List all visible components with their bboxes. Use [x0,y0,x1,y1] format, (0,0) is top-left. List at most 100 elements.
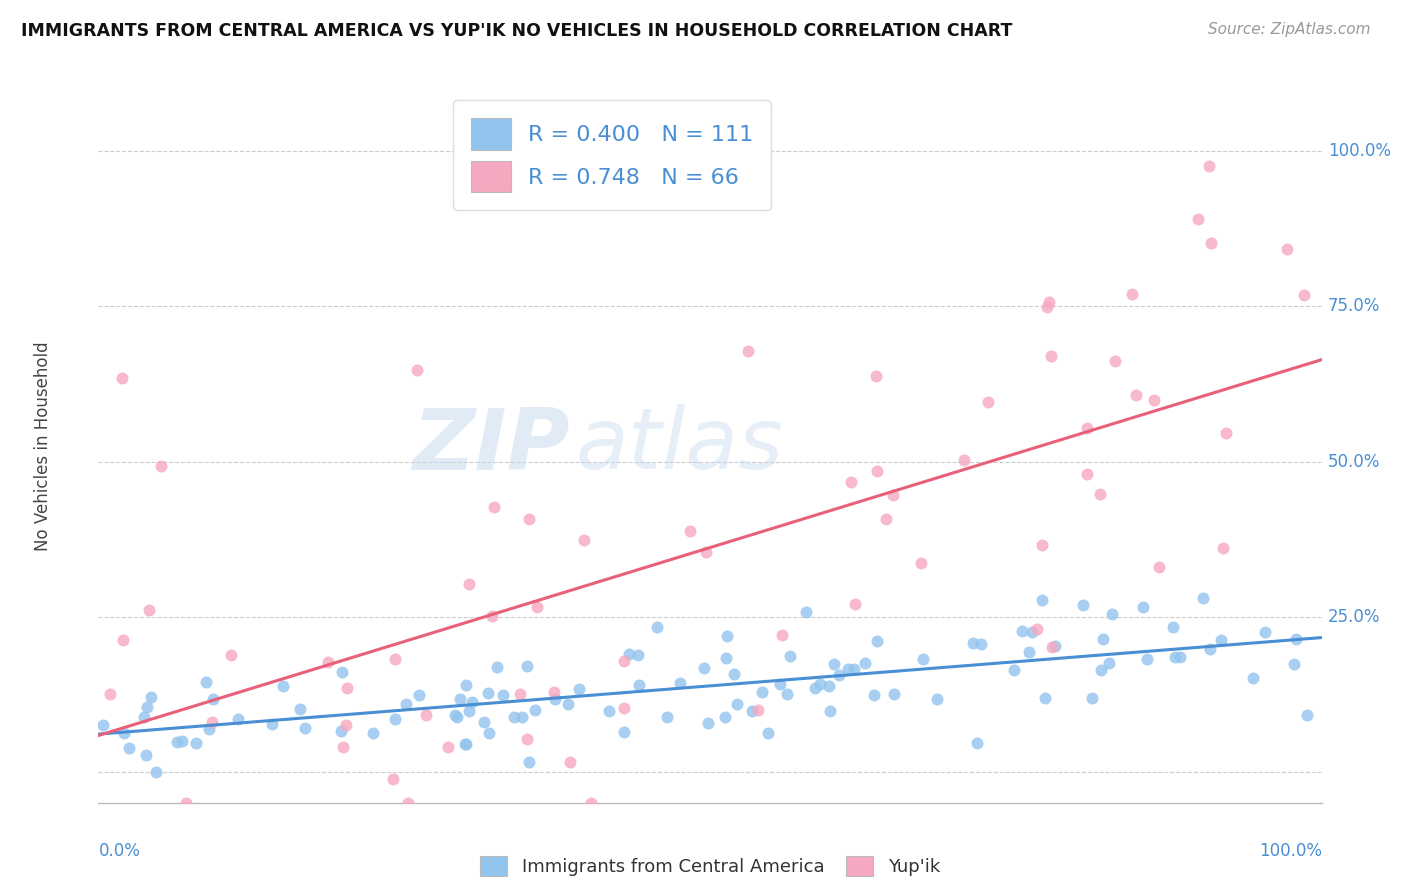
Point [436,739,458,754]
Point [415,708,437,723]
Text: 25.0%: 25.0% [1327,607,1381,625]
Point [294,721,316,735]
Point [544,692,567,706]
Point [330,665,353,679]
Point [655,710,678,724]
Point [458,704,481,718]
Point [808,677,831,691]
Point [91,717,114,731]
Point [1135,652,1157,666]
Point [619,647,641,661]
Point [478,726,501,740]
Point [1091,632,1114,646]
Point [509,687,531,701]
Point [132,710,155,724]
Point [1031,538,1053,552]
Point [519,512,541,526]
Text: 0.0%: 0.0% [98,842,141,860]
Point [1076,467,1098,482]
Point [714,650,737,665]
Point [1125,388,1147,402]
Point [1036,300,1059,314]
Point [823,657,845,671]
Point [219,648,242,663]
Point [1104,353,1126,368]
Point [1168,649,1191,664]
Point [695,544,717,558]
Point [150,458,173,473]
Point [818,704,841,718]
Point [966,736,988,750]
Point [510,710,533,724]
Point [883,687,905,701]
Point [818,679,841,693]
Point [776,687,799,701]
Point [769,677,792,691]
Point [693,661,716,675]
Point [953,453,976,467]
Point [98,687,121,701]
Point [1011,624,1033,638]
Point [741,704,763,718]
Point [627,678,650,692]
Point [195,675,218,690]
Point [1090,663,1112,677]
Point [747,703,769,717]
Point [111,371,134,385]
Point [853,656,876,670]
Point [516,732,538,747]
Point [1243,671,1265,685]
Point [875,511,897,525]
Point [226,712,249,726]
Point [170,733,193,747]
Text: IMMIGRANTS FROM CENTRAL AMERICA VS YUP'IK NO VEHICLES IN HOUSEHOLD CORRELATION C: IMMIGRANTS FROM CENTRAL AMERICA VS YUP'I… [21,22,1012,40]
Point [1187,212,1209,227]
Point [1215,426,1237,441]
Point [1098,656,1121,670]
Point [446,710,468,724]
Point [477,685,499,699]
Point [329,724,352,739]
Point [882,488,904,502]
Point [1031,593,1053,607]
Point [503,709,526,723]
Point [737,344,759,359]
Point [723,666,745,681]
Point [668,676,690,690]
Point [174,796,197,810]
Point [136,700,159,714]
Point [804,681,827,695]
Point [543,685,565,699]
Text: No Vehicles in Household: No Vehicles in Household [34,341,52,551]
Point [862,688,884,702]
Point [1040,640,1063,654]
Point [844,597,866,611]
Point [1253,624,1275,639]
Point [456,738,478,752]
Point [865,369,887,384]
Point [363,726,385,740]
Point [449,692,471,706]
Point [517,756,540,770]
Point [1002,663,1025,677]
Point [481,609,503,624]
Point [184,736,207,750]
Point [456,678,478,692]
Point [910,556,932,570]
Text: 50.0%: 50.0% [1327,452,1381,470]
Point [201,691,224,706]
Point [1282,657,1305,672]
Point [557,697,579,711]
Point [751,685,773,699]
Point [1033,691,1056,706]
Text: 100.0%: 100.0% [1258,842,1322,860]
Point [408,688,430,702]
Point [405,363,427,377]
Point [461,695,484,709]
Point [444,707,467,722]
Point [396,796,419,810]
Point [970,637,993,651]
Point [1040,349,1063,363]
Point [1038,295,1060,310]
Point [145,764,167,779]
